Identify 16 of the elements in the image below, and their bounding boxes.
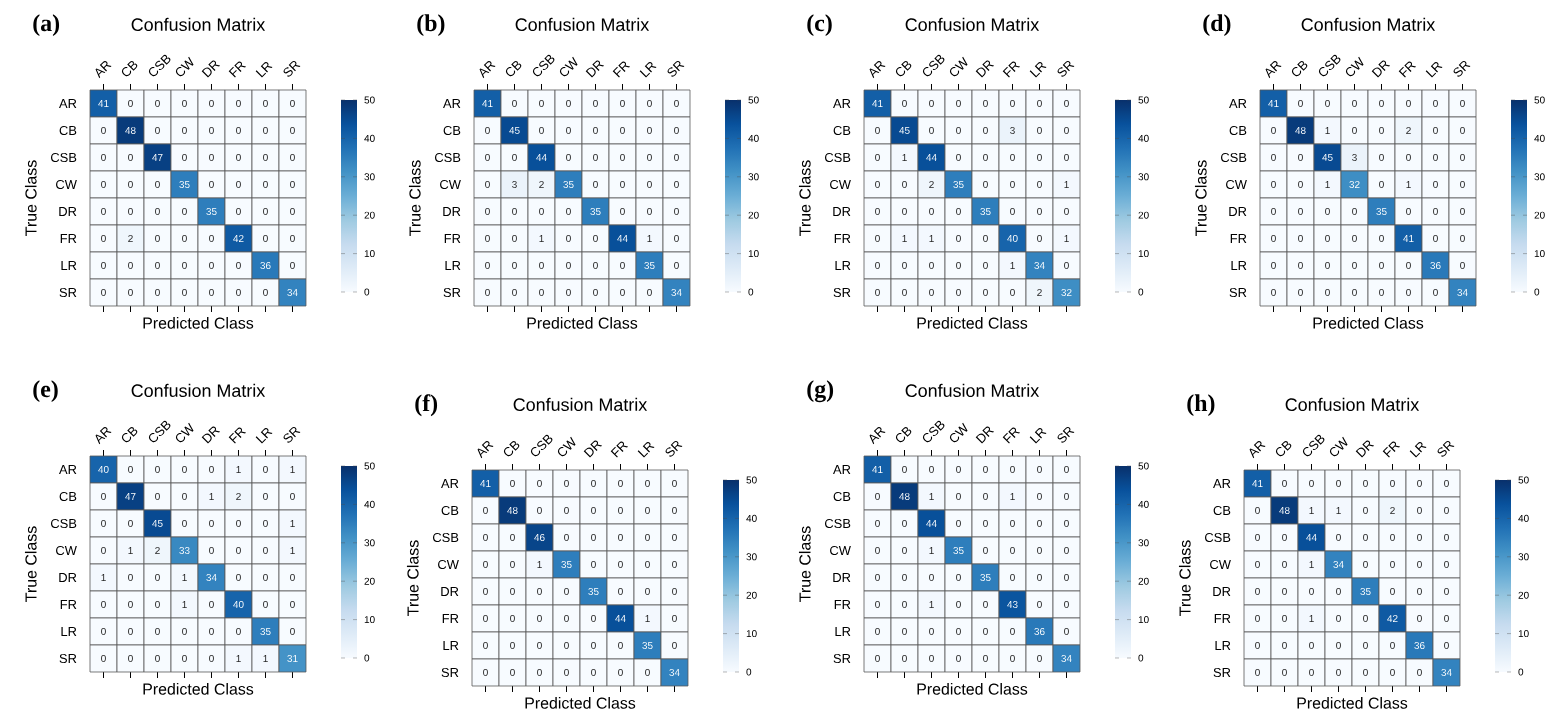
chart-title: Confusion Matrix	[905, 17, 1040, 32]
chart-title: Confusion Matrix	[131, 383, 266, 398]
text: (e)	[33, 380, 58, 403]
text: (f)	[415, 394, 438, 417]
text: (h)	[1187, 394, 1215, 417]
chart-title: Confusion Matrix	[515, 17, 650, 32]
text: (a)	[33, 14, 60, 37]
chart-title: Confusion Matrix	[905, 383, 1040, 398]
text: (b)	[417, 14, 445, 37]
text: (g)	[807, 380, 834, 403]
chart-title: Confusion Matrix	[513, 397, 648, 412]
text: (c)	[807, 14, 832, 37]
chart-title: Confusion Matrix	[131, 17, 266, 32]
chart-title: Confusion Matrix	[1285, 397, 1420, 412]
text: (d)	[1203, 14, 1231, 37]
chart-title: Confusion Matrix	[1301, 17, 1436, 32]
